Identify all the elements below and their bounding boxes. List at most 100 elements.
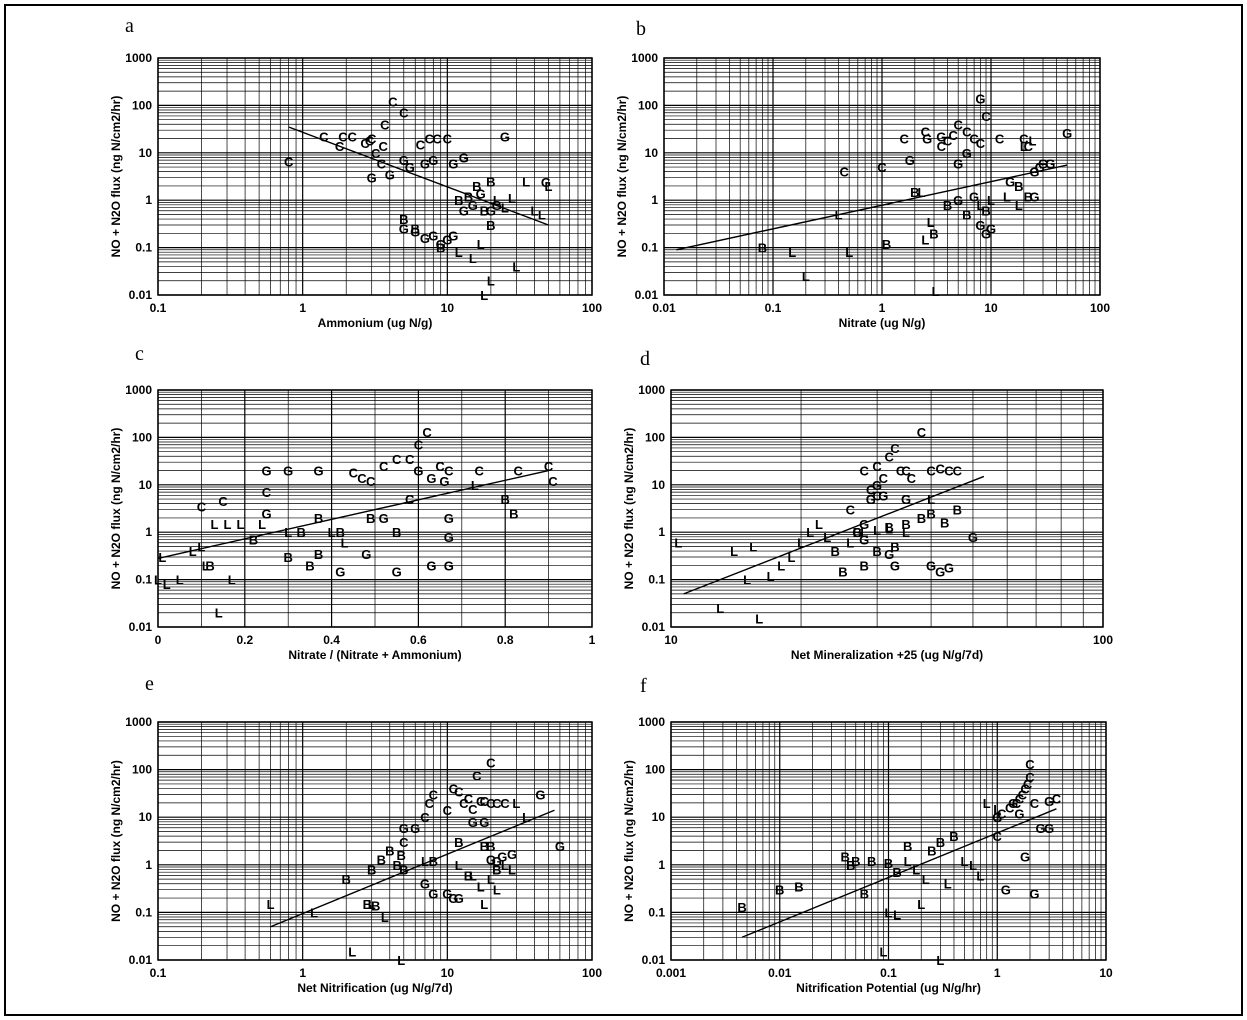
data-point-B: B [758, 241, 767, 256]
data-point-B: B [892, 865, 901, 880]
x-axis-label: Nitrate / (Nitrate + Ammonium) [288, 648, 461, 662]
y-tick-label: 10 [139, 146, 153, 160]
data-point-C: C [443, 132, 453, 147]
data-point-G: G [410, 821, 420, 836]
y-tick-label: 1 [658, 858, 665, 872]
data-point-L: L [202, 558, 210, 573]
data-point-L: L [469, 251, 477, 266]
data-point-B: B [940, 516, 949, 531]
x-tick-label: 0.1 [765, 301, 782, 315]
data-point-C: C [480, 794, 490, 809]
data-point-B: B [867, 854, 876, 869]
data-point-L: L [284, 525, 292, 540]
plot-area-border [670, 389, 1104, 628]
data-point-C: C [872, 459, 882, 474]
data-point-G: G [428, 886, 438, 901]
data-point-G: G [872, 478, 882, 493]
x-axis-label: Net Nitrification (ug N/g/7d) [297, 981, 452, 995]
data-point-C: C [1012, 796, 1022, 811]
y-tick-label: 100 [132, 763, 152, 777]
data-point-L: L [802, 269, 810, 284]
data-point-C: C [380, 117, 390, 132]
data-point-B: B [363, 897, 372, 912]
data-point-L: L [341, 536, 349, 551]
data-point-G: G [392, 564, 402, 579]
data-point-C: C [548, 474, 558, 489]
data-point-G: G [428, 229, 438, 244]
data-point-C: C [405, 452, 415, 467]
data-point-L: L [455, 858, 463, 873]
data-point-L: L [154, 573, 162, 588]
x-tick-label: 0.1 [150, 966, 167, 980]
data-point-L: L [993, 802, 1001, 817]
data-point-G: G [1044, 794, 1054, 809]
data-point-L: L [508, 191, 516, 206]
data-point-B: B [480, 204, 489, 219]
data-point-C: C [348, 130, 358, 145]
data-point-C: C [468, 802, 478, 817]
grid [670, 721, 1107, 961]
data-point-L: L [512, 259, 520, 274]
data-point-G: G [905, 153, 915, 168]
data-point-L: L [927, 492, 935, 507]
data-point-L: L [501, 858, 509, 873]
data-point-L: L [846, 536, 854, 551]
data-point-B: B [486, 218, 495, 233]
y-tick-label: 1000 [125, 383, 152, 397]
y-tick-label: 1 [651, 193, 658, 207]
data-point-G: G [426, 471, 436, 486]
x-tick-label: 0.1 [150, 301, 167, 315]
data-point-G: G [497, 849, 507, 864]
x-tick-label: 1 [994, 966, 1001, 980]
data-point-L: L [1028, 134, 1036, 149]
data-point-B: B [472, 179, 481, 194]
data-point-L: L [893, 908, 901, 923]
data-point-G: G [953, 156, 963, 171]
data-point-L: L [983, 796, 991, 811]
data-point-C: C [995, 132, 1005, 147]
data-point-L: L [815, 517, 823, 532]
data-point-G: G [314, 464, 324, 479]
data-point-G: G [859, 517, 869, 532]
data-point-C: C [1018, 787, 1028, 802]
fit-line [683, 475, 985, 595]
y-tick-label: 0.1 [648, 573, 665, 587]
data-point-G: G [500, 130, 510, 145]
x-tick-label: 10 [1099, 966, 1113, 980]
data-point-G: G [420, 156, 430, 171]
data-point-L: L [487, 872, 495, 887]
data-point-L: L [902, 525, 910, 540]
data-point-L: L [904, 854, 912, 869]
data-point-C: C [997, 806, 1007, 821]
data-point-L: L [210, 517, 218, 532]
x-tick-label: 0.01 [768, 966, 792, 980]
data-point-B: B [846, 858, 855, 873]
x-tick-label: 0.6 [410, 633, 427, 647]
y-tick-label: 1 [145, 193, 152, 207]
data-point-G: G [476, 186, 486, 201]
y-tick-label: 10 [645, 146, 659, 160]
data-point-C: C [1030, 796, 1040, 811]
data-point-L: L [455, 245, 463, 260]
data-point-L: L [845, 245, 853, 260]
data-point-C: C [936, 462, 946, 477]
data-point-C: C [429, 787, 439, 802]
data-point-C: C [1024, 139, 1034, 154]
data-point-G: G [420, 231, 430, 246]
data-point-B: B [901, 517, 910, 532]
data-point-G: G [448, 891, 458, 906]
data-point-G: G [426, 558, 436, 573]
x-tick-label: 10 [441, 301, 455, 315]
data-point-B: B [342, 872, 351, 887]
data-point-L: L [310, 905, 318, 920]
data-point-L: L [885, 521, 893, 536]
data-point-B: B [929, 226, 938, 241]
x-tick-label: 0.01 [652, 301, 676, 315]
data-point-C: C [937, 139, 947, 154]
data-point-C: C [262, 485, 272, 500]
x-tick-label: 0.4 [323, 633, 340, 647]
data-point-B: B [454, 835, 463, 850]
data-point-L: L [267, 897, 275, 912]
data-point-B: B [399, 212, 408, 227]
data-point-G: G [1038, 156, 1048, 171]
